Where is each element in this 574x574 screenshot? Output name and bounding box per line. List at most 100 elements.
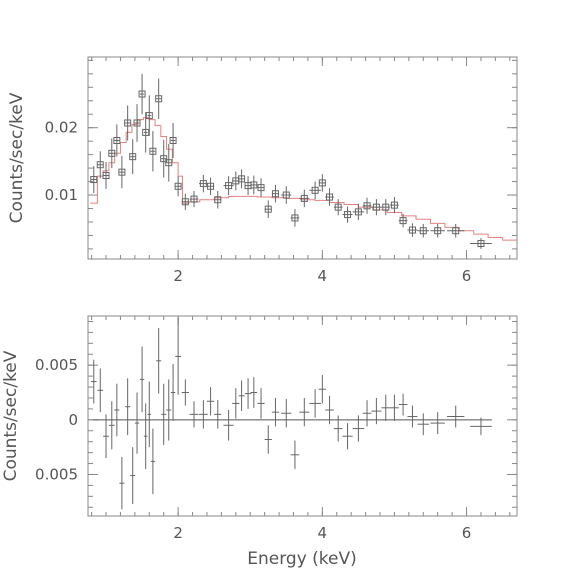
spectrum-square-marker <box>250 181 258 189</box>
spectrum-y-tick-label: 0.01 <box>45 186 78 204</box>
residuals-data-point <box>407 405 418 428</box>
residuals-data-point <box>125 378 131 436</box>
spectrum-data-point <box>108 138 116 169</box>
residuals-data-point <box>417 413 430 436</box>
spectrum-square-marker <box>96 161 104 169</box>
spectrum-square-marker <box>434 227 442 235</box>
residuals-data-point <box>223 409 234 441</box>
spectrum-data-point <box>118 155 126 189</box>
spectrum-square-marker <box>165 159 173 167</box>
residuals-data-point <box>134 392 140 454</box>
residuals-data-point <box>290 440 300 470</box>
spectrum-data-point <box>447 223 465 238</box>
residuals-data-point <box>244 378 252 409</box>
spectrum-square-marker <box>363 202 371 210</box>
spectrum-x-tick-label: 2 <box>173 267 183 285</box>
spectrum-square-marker <box>174 182 182 190</box>
spectrum-data-point <box>325 188 334 206</box>
residuals-data-point <box>318 375 326 404</box>
residuals-data-point <box>381 394 391 421</box>
spectrum-square-marker <box>190 195 198 203</box>
spectrum-square-marker <box>419 227 427 235</box>
spectrum-data-point <box>169 122 177 158</box>
residuals-data-point <box>166 379 172 441</box>
residuals-data-point <box>130 447 136 504</box>
residuals-y-axis-label: Counts/sec/keV <box>1 350 21 481</box>
spectrum-data-point <box>407 223 418 237</box>
spectrum-data-point <box>199 174 208 193</box>
residuals-data-point <box>181 379 189 406</box>
spectrum-square-marker <box>477 240 485 248</box>
spectrum-x-tick-label: 4 <box>318 267 328 285</box>
residuals-x-tick-label: 6 <box>462 524 472 542</box>
spectrum-data-point <box>390 197 399 214</box>
spectrum-data-point <box>113 124 121 157</box>
spectrum-square-marker <box>354 208 362 216</box>
spectrum-data-point <box>133 104 141 142</box>
residuals-data-point <box>362 400 372 427</box>
spectrum-data-point <box>189 190 199 208</box>
residuals-data-point <box>175 318 182 395</box>
spectrum-square-marker <box>372 203 380 211</box>
spectrum-y-axis-label: Counts/sec/keV <box>7 92 27 223</box>
spectrum-square-marker <box>145 112 153 120</box>
spectrum-square-marker <box>334 203 342 211</box>
spectrum-square-marker <box>300 194 308 202</box>
spectrum-square-marker <box>108 149 116 157</box>
residuals-data-point <box>398 393 408 416</box>
residuals-data-point <box>139 346 145 413</box>
residuals-data-point <box>189 401 199 428</box>
residuals-x-tick-label: 4 <box>318 524 328 542</box>
spectrum-data-point <box>223 176 234 196</box>
spectrum-data-point <box>181 193 189 210</box>
spectrum-data-point <box>142 112 150 153</box>
residuals-data-point <box>264 425 272 454</box>
spectrum-model-group <box>90 117 517 241</box>
spectrum-data-point <box>238 169 246 189</box>
spectrum-square-marker <box>408 226 416 234</box>
spectrum-data-point <box>129 139 137 175</box>
residuals-data-point <box>352 415 365 442</box>
spectrum-square-marker <box>102 172 110 180</box>
spectrum-panel: 2 4 6 0.01 0.02 Counts/sec/keV <box>7 56 518 285</box>
spectrum-data-point <box>214 190 222 209</box>
spectrum-data-point <box>309 181 321 200</box>
spectrum-data-point <box>290 209 300 227</box>
residuals-x-tick-label: 2 <box>173 524 183 542</box>
spectrum-data-point <box>352 203 365 220</box>
spectrum-square-marker <box>155 95 163 103</box>
spectrum-square-marker <box>160 155 168 163</box>
spectrum-data-point <box>333 199 343 216</box>
spectrum-data-point <box>206 177 215 196</box>
spectrum-data-point <box>102 162 110 189</box>
spectrum-data-point <box>318 174 326 192</box>
spectrum-data-point <box>430 223 445 238</box>
spectrum-square-marker <box>271 190 279 198</box>
residuals-data-point <box>342 423 353 450</box>
spectrum-square-marker <box>311 186 319 194</box>
residuals-data-point <box>114 383 120 437</box>
residuals-data-point <box>161 383 167 445</box>
spectrum-square-marker <box>257 184 265 192</box>
residuals-y-tick-label: 0 <box>68 411 78 429</box>
spectrum-tick-labels: 2 4 6 0.01 0.02 <box>45 119 472 285</box>
residuals-data-point <box>430 412 445 435</box>
residuals-data-point <box>150 428 156 495</box>
spectrum-data-point <box>398 213 408 228</box>
spectrum-square-marker <box>169 136 177 144</box>
residuals-data-point <box>232 388 240 419</box>
spectrum-data-point <box>271 184 280 203</box>
spectrum-square-marker <box>452 227 460 235</box>
residuals-data-group <box>90 318 492 510</box>
residuals-ticks <box>88 316 517 516</box>
spectrum-square-marker <box>390 201 398 209</box>
residuals-data-point <box>257 388 265 419</box>
residuals-data-point <box>170 364 176 421</box>
residuals-data-point <box>108 401 115 450</box>
spectrum-data-point <box>96 151 104 179</box>
residuals-data-point <box>299 397 310 427</box>
residuals-data-point <box>325 395 334 425</box>
spectrum-square-marker <box>142 128 150 136</box>
residuals-data-point <box>271 397 280 427</box>
